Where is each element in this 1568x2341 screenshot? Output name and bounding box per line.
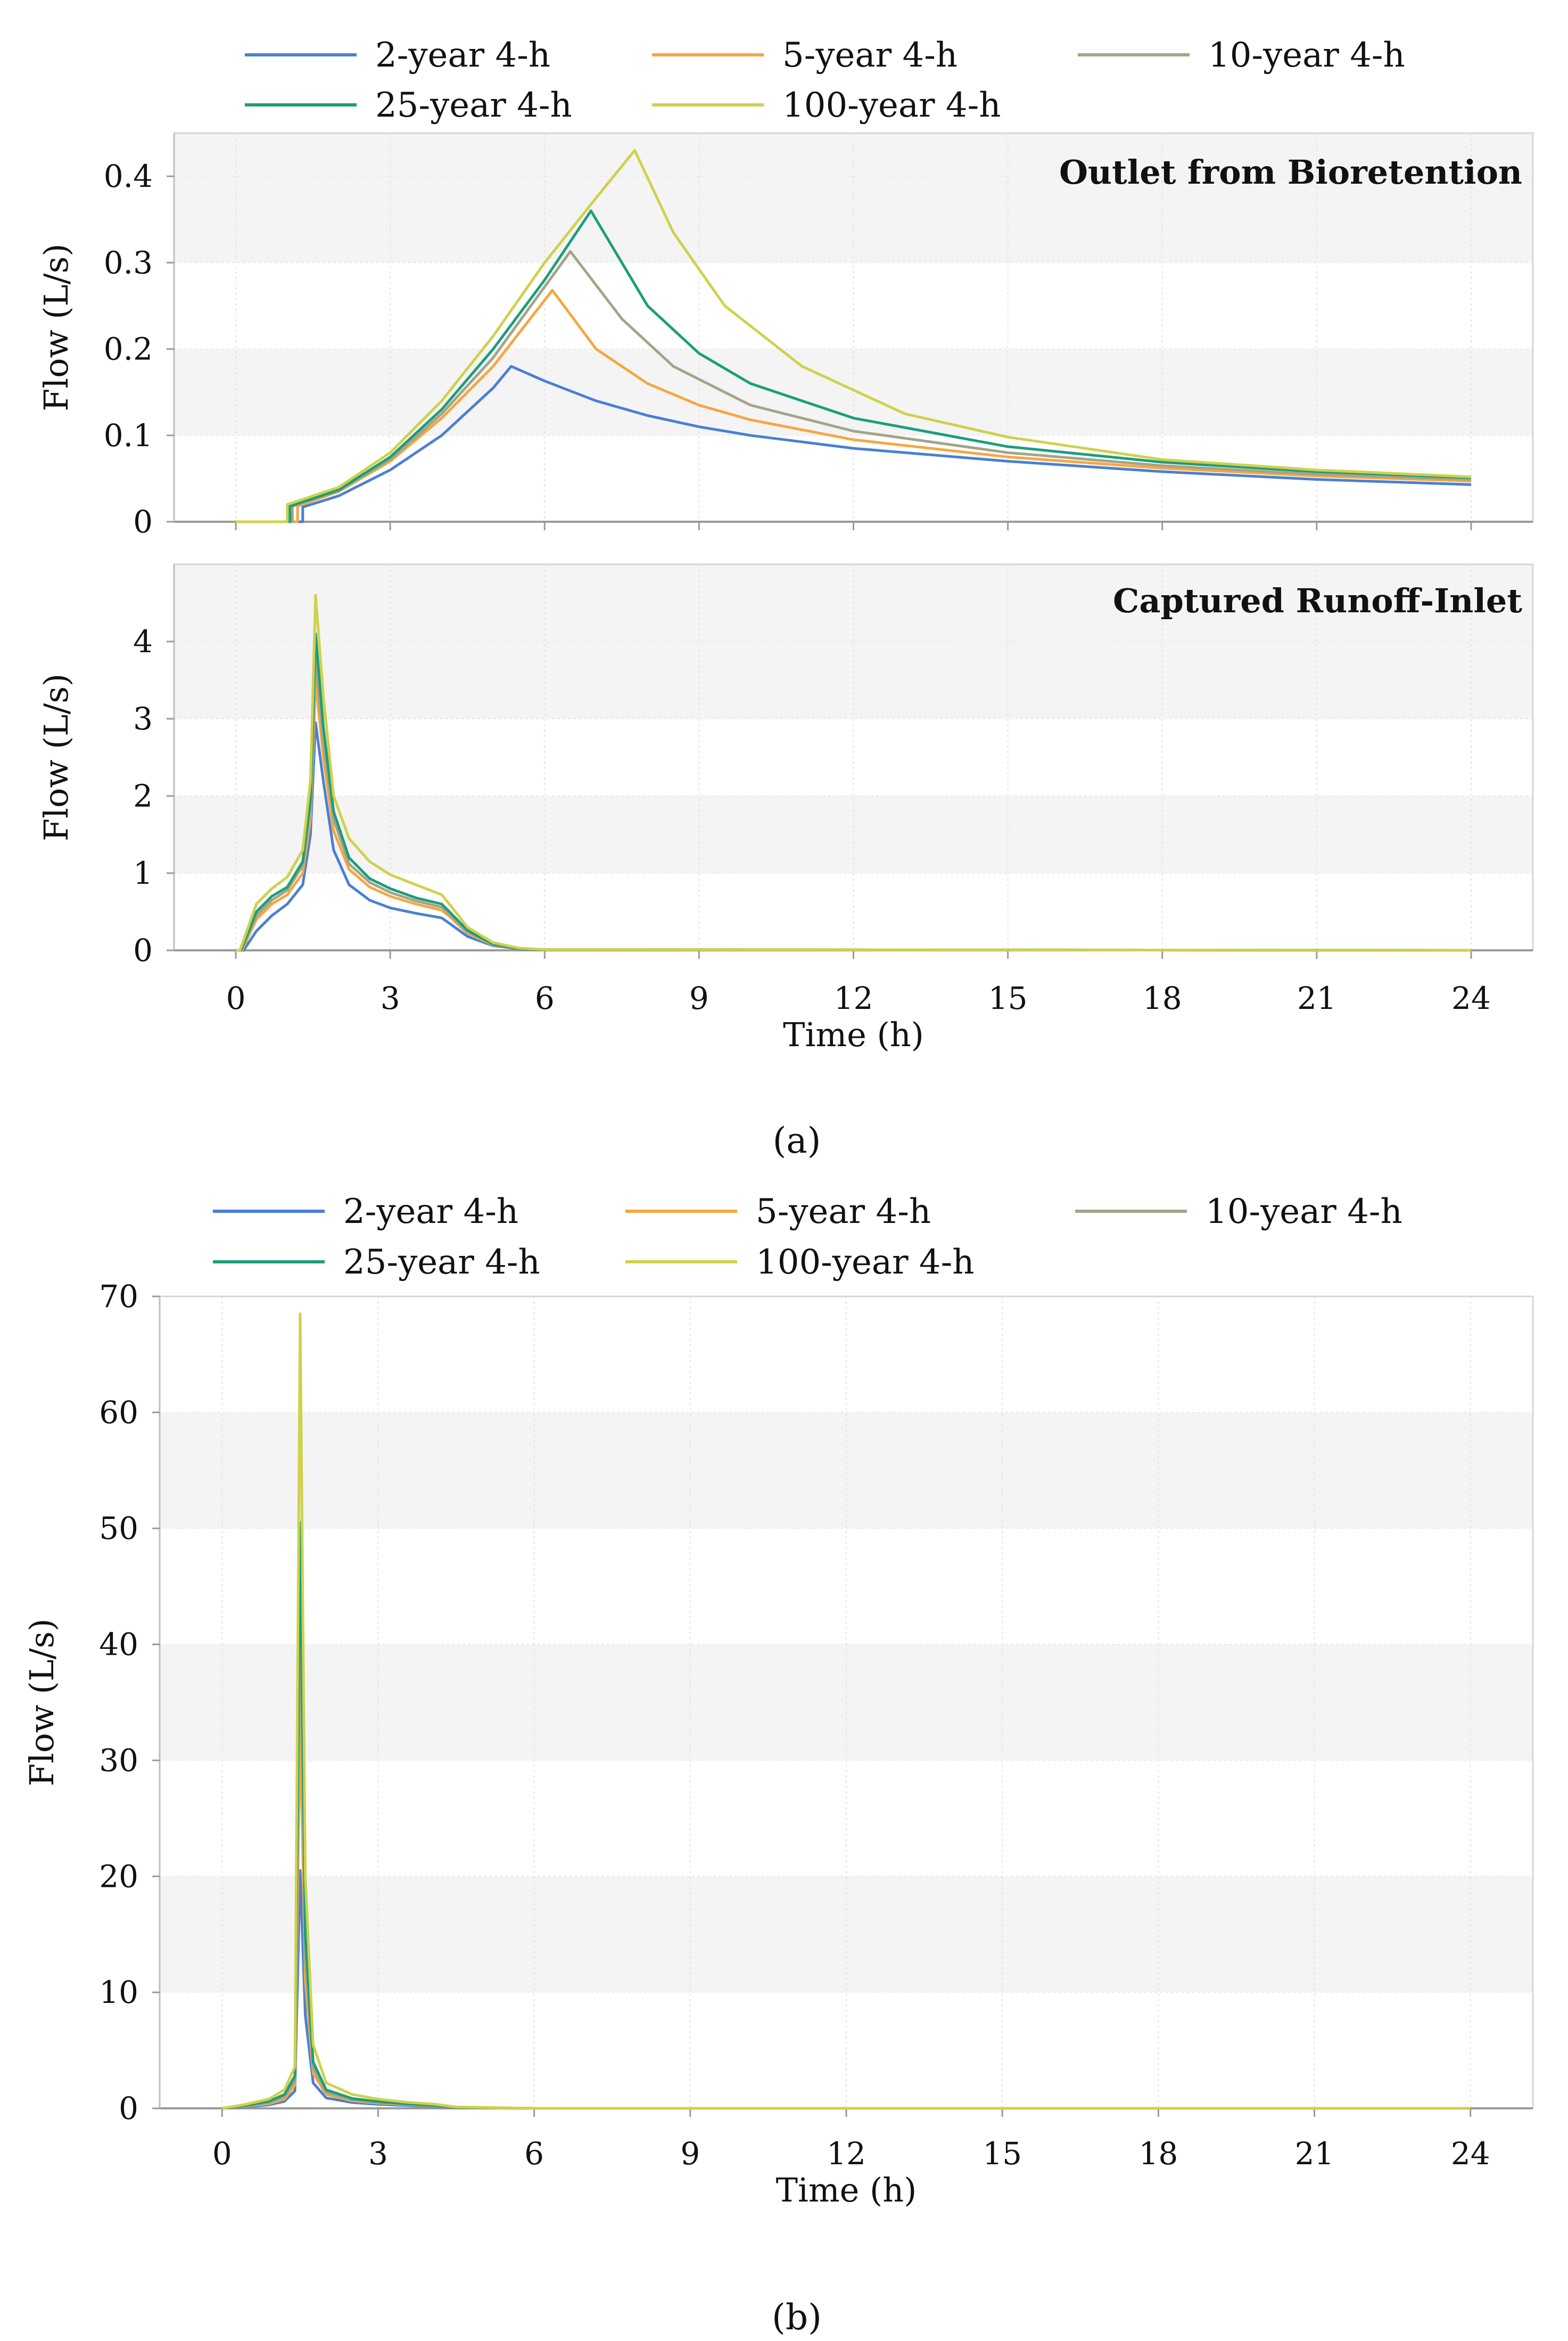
y-axis-title: Flow (L/s) (37, 243, 76, 411)
series-line-4 (236, 149, 1472, 523)
x-tick-label: 18 (1138, 2135, 1178, 2172)
y-tick-label: 60 (99, 1394, 138, 1431)
series-line-3 (236, 633, 1472, 952)
x-tick-label: 0 (212, 2135, 232, 2172)
x-tick-label: 9 (680, 2135, 700, 2172)
x-tick-label: 24 (1451, 980, 1491, 1016)
legend-label-2: 10-year 4-h (1206, 1192, 1402, 1231)
x-axis-title: Time (h) (783, 1015, 924, 1054)
y-axis-title: Flow (L/s) (37, 673, 76, 841)
panel-title: Outlet from Bioretention (1059, 153, 1522, 192)
legend-label-0: 2-year 4-h (375, 36, 550, 75)
series-line-0 (236, 365, 1472, 523)
panel-a-legend: 2-year 4-h 5-year 4-h 10-year 4-h 25-year 4… (245, 36, 1405, 125)
x-tick-label: 15 (983, 2135, 1022, 2172)
panel-title: Captured Runoff-Inlet (1113, 581, 1522, 620)
caption-a: (a) (773, 1120, 821, 1161)
y-tick-label: 20 (99, 1858, 138, 1894)
figure-panel-a: 2-year 4-h 5-year 4-h 10-year 4-h 25-year 4… (37, 36, 1534, 1054)
x-tick-label: 6 (535, 980, 555, 1016)
y-tick-label: 0 (119, 2090, 138, 2126)
series-line-4 (236, 594, 1472, 952)
y-tick-label: 1 (133, 855, 153, 891)
x-tick-label: 3 (381, 980, 400, 1016)
legend-label-4: 100-year 4-h (782, 86, 1001, 125)
y-tick-label: 70 (99, 1278, 138, 1315)
y-tick-label: 0.2 (104, 331, 153, 367)
y-tick-label: 4 (133, 623, 153, 660)
x-tick-label: 0 (226, 980, 246, 1016)
grid-band (174, 642, 1533, 719)
legend-label-0: 2-year 4-h (343, 1192, 518, 1231)
grid-band (160, 1412, 1533, 1529)
legend-label-3: 25-year 4-h (343, 1243, 540, 1282)
x-tick-label: 24 (1451, 2135, 1490, 2172)
y-tick-label: 0.1 (104, 417, 153, 454)
x-tick-label: 21 (1295, 2135, 1334, 2172)
y-tick-label: 40 (99, 1627, 138, 1663)
series-line-4 (221, 1312, 1471, 2110)
x-axis-title: Time (h) (776, 2171, 917, 2209)
caption-b: (b) (772, 2297, 822, 2338)
y-tick-label: 10 (99, 1974, 138, 2010)
legend-label-1: 5-year 4-h (782, 36, 958, 75)
series-line-3 (236, 209, 1472, 523)
legend-label-2: 10-year 4-h (1208, 36, 1405, 75)
y-tick-label: 0 (133, 932, 153, 968)
series-line-0 (236, 721, 1472, 952)
y-tick-label: 0.4 (104, 158, 153, 194)
x-tick-label: 6 (524, 2135, 544, 2172)
x-tick-label: 12 (827, 2135, 866, 2172)
x-tick-label: 9 (689, 980, 709, 1016)
x-tick-label: 21 (1297, 980, 1336, 1016)
chart-a-top: 0 0.1 0.2 0.3 0.4 Flow (L/s) Outlet from Biore… (37, 132, 1534, 540)
x-tick-label: 18 (1143, 980, 1182, 1016)
legend-label-4: 100-year 4-h (756, 1243, 974, 1282)
y-tick-label: 0 (133, 504, 153, 540)
y-tick-label: 50 (99, 1510, 138, 1547)
y-tick-label: 2 (133, 778, 153, 814)
y-axis-title: Flow (L/s) (22, 1619, 61, 1786)
figure-panel-b: 2-year 4-h 5-year 4-h 10-year 4-h 25-year 4… (22, 1192, 1534, 2209)
legend-label-3: 25-year 4-h (375, 86, 572, 125)
y-tick-label: 0.3 (104, 244, 153, 281)
grid-band (174, 796, 1533, 873)
y-tick-label: 3 (133, 701, 153, 737)
y-tick-label: 30 (99, 1742, 138, 1778)
legend-label-1: 5-year 4-h (756, 1192, 931, 1231)
x-tick-label: 15 (988, 980, 1028, 1016)
panel-b-legend: 2-year 4-h 5-year 4-h 10-year 4-h 25-year 4… (213, 1192, 1402, 1282)
chart-b: 0 10 20 30 40 50 60 70 0 3 6 9 12 15 18 21 24 Flow (L/s) T… (22, 1278, 1534, 2209)
x-tick-label: 3 (368, 2135, 388, 2172)
x-tick-label: 12 (834, 980, 873, 1016)
